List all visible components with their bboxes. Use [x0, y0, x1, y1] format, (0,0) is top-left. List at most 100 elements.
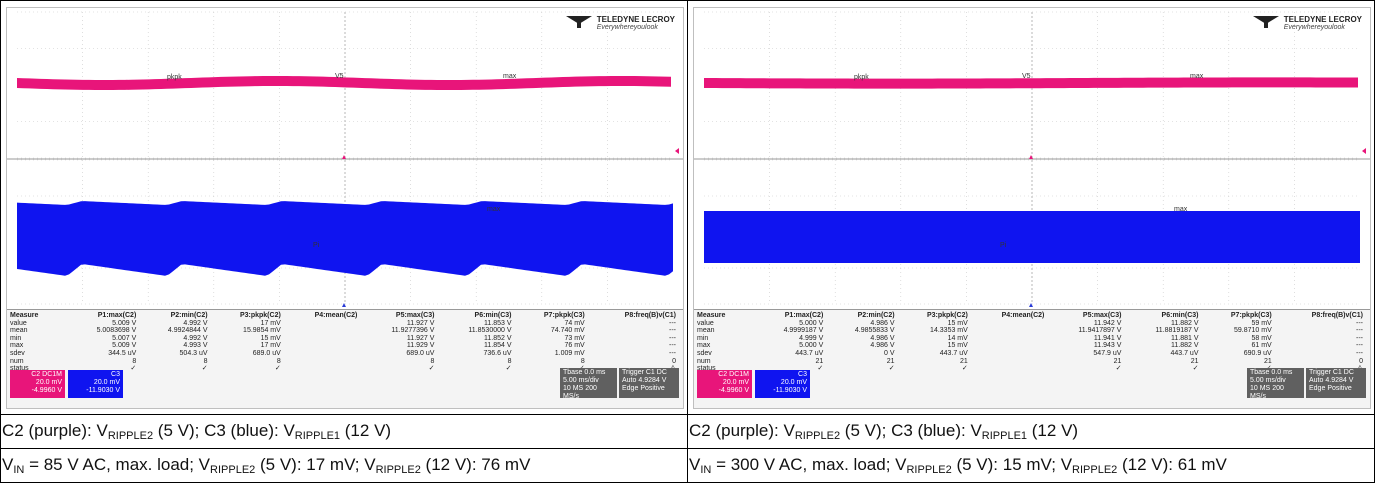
measure-header-cell[interactable]: P7:pkpk(C3): [1230, 312, 1272, 319]
trace-annotation: max: [1174, 206, 1188, 213]
measure-row: value 5.000 V 4.986 V 15 mV 11.942 V 11.882 V…: [697, 320, 1365, 328]
measure-header-cell[interactable]: P7:pkpk(C3): [543, 312, 585, 319]
measure-value: 4.992 V: [183, 319, 208, 327]
measure-header-cell[interactable]: P6:min(C3): [1161, 312, 1199, 319]
channel-scale: 20.0 mV: [780, 379, 807, 386]
measure-value: 4.986 V: [870, 319, 895, 327]
measure-header-cell[interactable]: P6:min(C3): [474, 312, 512, 319]
measure-header-cell[interactable]: P3:pkpk(C2): [239, 312, 281, 319]
c2-trace: [704, 77, 1358, 89]
channel-c3-box[interactable]: C3 20.0 mV -11.9030 V: [755, 370, 810, 398]
measure-value: 14.3353 mV: [930, 327, 968, 335]
lecroy-logo-icon: [565, 16, 592, 28]
timebase-rate: 200 MS/s: [563, 385, 597, 400]
channel-offset: -11.9030 V: [86, 387, 120, 394]
logo-brand: TELEDYNE LECROY: [1283, 15, 1362, 24]
trigger-mode: Auto: [622, 377, 637, 384]
measure-row-label: mean: [697, 327, 715, 335]
channel-name: C3: [798, 371, 807, 378]
caption-cell: C2 (purple): VRIPPLE2 (5 V); C3 (blue): …: [687, 414, 1375, 449]
measure-value: 4.993 V: [183, 342, 208, 350]
c3-trace: [17, 201, 673, 276]
trigger-marker: [1029, 303, 1033, 307]
measure-value: [970, 320, 1047, 328]
measure-row: num 8 8 8 8 8 8 0: [10, 358, 678, 366]
measure-value: [970, 365, 1047, 373]
measure-value: ---: [1356, 327, 1363, 335]
channel-scale: 20.0 mV: [35, 379, 62, 386]
measure-value: 11.927 V: [406, 334, 435, 342]
c2-trace: [17, 76, 671, 90]
lecroy-logo-icon: [1252, 16, 1279, 28]
trace-annotation: max: [1190, 73, 1204, 80]
scope-cell-right: pkpk V5 max max Pi TELEDYNE LECROY Everywhere…: [687, 0, 1375, 415]
channel-c3-box[interactable]: C3 20.0 mV -11.9030 V: [68, 370, 123, 398]
measure-header-cell[interactable]: P2:min(C2): [170, 312, 208, 319]
measure-row-label: num: [10, 357, 24, 365]
measure-header-cell[interactable]: P4:mean(C2): [1001, 312, 1045, 319]
measure-value: [283, 350, 360, 358]
measure-header-cell[interactable]: P1:max(C2): [97, 312, 137, 319]
trigger-label: Trigger: [622, 369, 644, 376]
measure-header-cell[interactable]: P2:min(C2): [857, 312, 895, 319]
measure-value: 11.8819187 V: [1155, 327, 1199, 335]
measure-header-cell[interactable]: P3:pkpk(C2): [926, 312, 968, 319]
timebase-box[interactable]: Tbase 0.0 ms 5.00 ms/div 10 MS 200 MS/s: [1247, 368, 1304, 400]
measure-value: 11.853 V: [483, 319, 512, 327]
caption-cell: C2 (purple): VRIPPLE2 (5 V); C3 (blue): …: [0, 414, 688, 449]
measure-row: max 5.000 V 4.986 V 15 mV 11.943 V 11.882 V 61…: [697, 342, 1365, 350]
measure-value: 11.941 V: [1093, 334, 1122, 342]
measure-value: 11.8530000 V: [468, 327, 512, 335]
measure-header-cell[interactable]: Measure: [697, 312, 726, 319]
measure-row: mean 5.0083698 V 4.9924844 V 15.9854 mV 11.9…: [10, 327, 678, 335]
channel-c2-box[interactable]: C2 DC1M 20.0 mV -4.9960 V: [10, 370, 65, 398]
logo-tagline: Everywhereyoulook: [1283, 24, 1345, 31]
measure-value: 4.9924844 V: [167, 327, 208, 335]
measure-value: ---: [669, 319, 676, 327]
measure-row: min 5.007 V 4.992 V 15 mV 11.927 V 11.852 V 73…: [10, 335, 678, 343]
measure-value: 11.942 V: [1093, 319, 1122, 327]
measure-value: 8: [507, 357, 512, 365]
trigger-box[interactable]: Trigger C1 DC Auto 4.9284 V Edge Positiv…: [619, 368, 679, 398]
measure-header-cell[interactable]: Measure: [10, 312, 39, 319]
measure-header-cell[interactable]: P5:max(C3): [395, 312, 435, 319]
measure-value: ✓: [428, 365, 435, 373]
channel-c2-box[interactable]: C2 DC1M 20.0 mV -4.9960 V: [697, 370, 752, 398]
measure-value: 74 mV: [564, 319, 585, 327]
logo-brand: TELEDYNE LECROY: [596, 15, 675, 24]
measure-value: ---: [1356, 334, 1363, 342]
measure-value: 0 V: [884, 349, 895, 357]
measure-value: ✓: [817, 365, 824, 373]
caption-text: C2 (purple): VRIPPLE2 (5 V); C3 (blue): …: [2, 421, 392, 442]
measure-header-cell[interactable]: P5:max(C3): [1082, 312, 1122, 319]
trace-annotation: pkpk: [167, 74, 182, 81]
measure-value: 689.0 uV: [406, 349, 435, 357]
timebase-box[interactable]: Tbase 0.0 ms 5.00 ms/div 10 MS 200 MS/s: [560, 368, 617, 400]
logo-tagline: Everywhereyoulook: [596, 24, 658, 31]
measure-value: 5.009 V: [112, 319, 137, 327]
measure-value: 8: [580, 357, 585, 365]
caption-text: C2 (purple): VRIPPLE2 (5 V); C3 (blue): …: [689, 421, 1079, 442]
oscilloscope-screenshot-right: pkpk V5 max max Pi TELEDYNE LECROY Everywhere…: [693, 7, 1371, 409]
measure-value: 11.881 V: [1170, 334, 1199, 342]
c3-trace: [704, 211, 1360, 263]
measure-header-cell[interactable]: P4:mean(C2): [314, 312, 358, 319]
measure-row: sdev 443.7 uV 0 V 443.7 uV 547.9 uV 443.7 uV 6…: [697, 350, 1365, 358]
measure-value: 443.7 uV: [1170, 349, 1199, 357]
measure-row-label: value: [10, 319, 27, 327]
measure-value: 14 mV: [947, 334, 968, 342]
caption-cell: VIN = 300 V AC, max. load; VRIPPLE2 (5 V…: [687, 448, 1375, 483]
timebase-samples: 10 MS: [563, 385, 584, 392]
measure-value: 443.7 uV: [939, 349, 968, 357]
measure-value: 4.9855833 V: [854, 327, 895, 335]
trigger-box[interactable]: Trigger C1 DC Auto 4.9284 V Edge Positiv…: [1306, 368, 1366, 398]
measure-header-cell[interactable]: P1:max(C2): [784, 312, 824, 319]
oscilloscope-screenshot-left: pkpk V5 max max Pi TELEDYNE LECROY Everywhere…: [6, 7, 684, 409]
measure-header-cell[interactable]: P8:freq(B)v(C1): [624, 312, 676, 319]
measure-header-cell[interactable]: P8:freq(B)v(C1): [1311, 312, 1363, 319]
measure-value: 11.927 V: [406, 319, 435, 327]
measure-value: 21: [815, 357, 824, 365]
channel-offset: -4.9960 V: [31, 387, 62, 394]
trigger-type: Edge: [622, 385, 639, 392]
measure-value: 547.9 uV: [1093, 349, 1122, 357]
